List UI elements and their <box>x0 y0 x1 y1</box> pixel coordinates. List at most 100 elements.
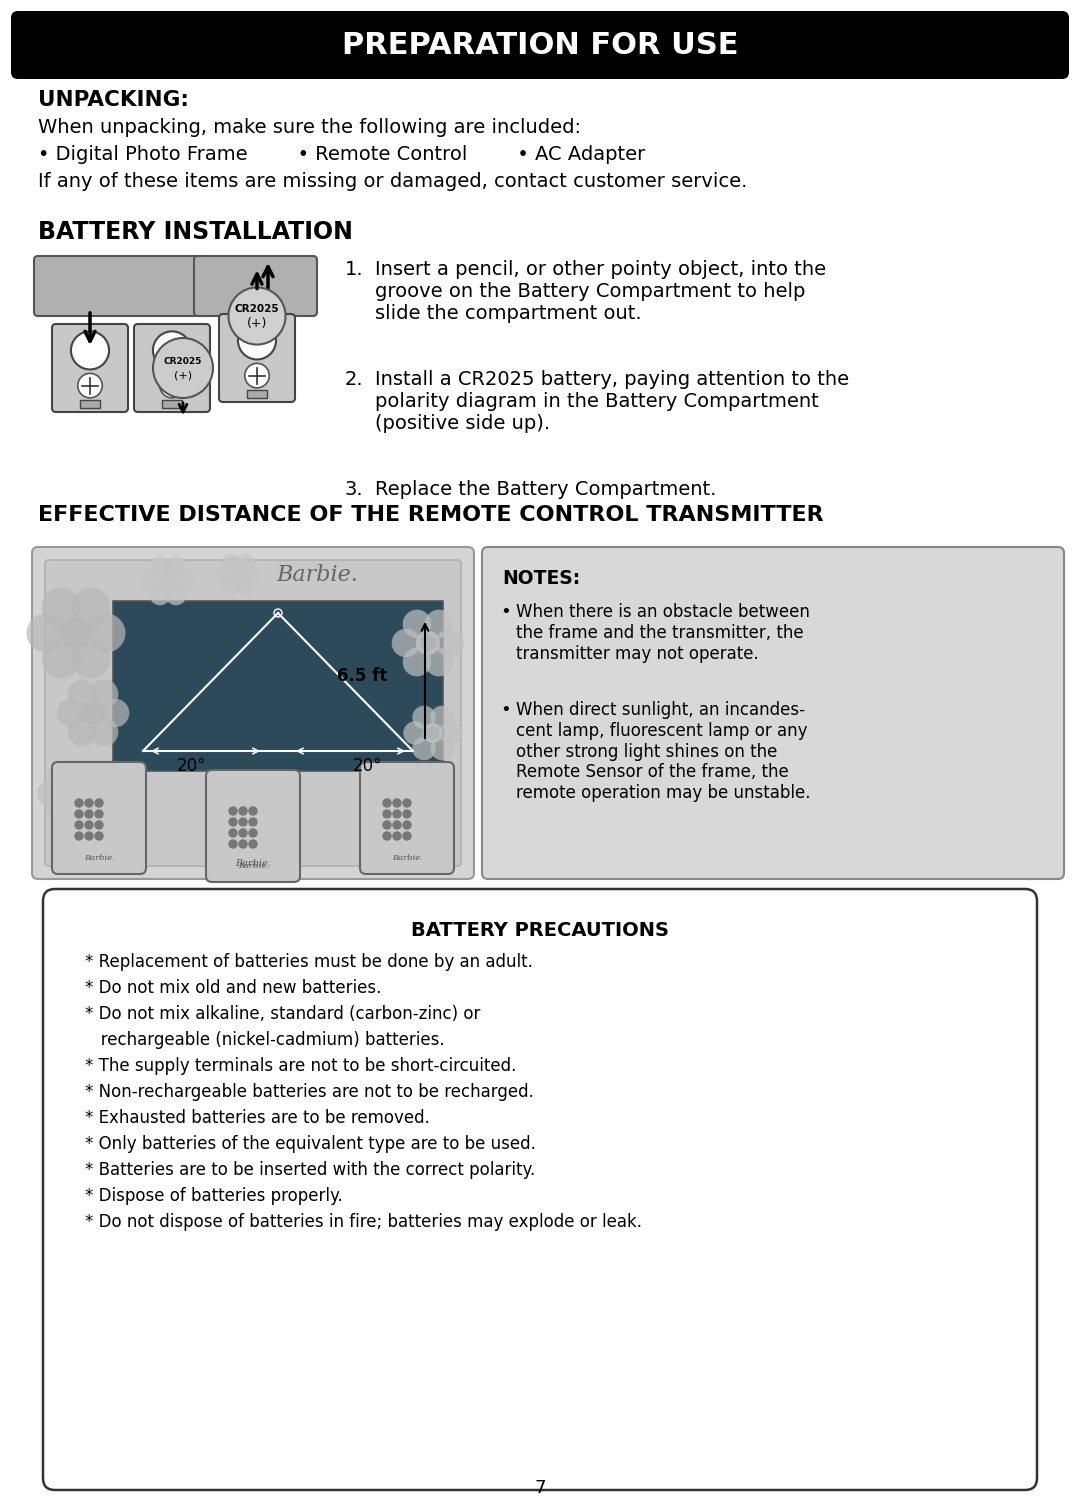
Circle shape <box>229 841 237 848</box>
Circle shape <box>413 706 435 729</box>
Circle shape <box>67 797 93 824</box>
Circle shape <box>383 832 391 841</box>
Circle shape <box>160 373 185 398</box>
Text: * Batteries are to be inserted with the correct polarity.: * Batteries are to be inserted with the … <box>85 1161 536 1179</box>
Circle shape <box>85 832 93 841</box>
Circle shape <box>85 810 93 818</box>
Circle shape <box>90 680 119 708</box>
Circle shape <box>85 798 93 807</box>
Circle shape <box>229 287 285 345</box>
Text: 1.: 1. <box>345 260 364 280</box>
Circle shape <box>235 553 254 572</box>
Circle shape <box>141 570 162 591</box>
Circle shape <box>229 829 237 838</box>
Bar <box>162 401 183 408</box>
Text: Replace the Battery Compartment.: Replace the Battery Compartment. <box>375 479 716 499</box>
FancyBboxPatch shape <box>194 256 318 316</box>
Circle shape <box>235 578 254 596</box>
Text: BATTERY INSTALLATION: BATTERY INSTALLATION <box>38 221 353 243</box>
Circle shape <box>75 798 83 807</box>
Circle shape <box>153 331 191 369</box>
Circle shape <box>435 629 464 658</box>
Circle shape <box>245 363 269 389</box>
Circle shape <box>71 331 109 369</box>
Circle shape <box>68 680 96 708</box>
Circle shape <box>165 556 187 578</box>
Circle shape <box>27 614 66 653</box>
Circle shape <box>249 829 257 838</box>
Circle shape <box>403 810 411 818</box>
Text: • Digital Photo Frame        • Remote Control        • AC Adapter: • Digital Photo Frame • Remote Control •… <box>38 145 645 163</box>
Circle shape <box>243 565 261 584</box>
Text: If any of these items are missing or damaged, contact customer service.: If any of these items are missing or dam… <box>38 172 747 191</box>
Text: CR2025: CR2025 <box>234 304 280 314</box>
Circle shape <box>86 614 125 653</box>
Text: Barbie.: Barbie. <box>276 564 359 587</box>
Circle shape <box>75 832 83 841</box>
Circle shape <box>229 818 237 826</box>
Circle shape <box>95 798 103 807</box>
Circle shape <box>393 798 401 807</box>
Circle shape <box>159 572 177 590</box>
Circle shape <box>403 721 427 745</box>
Circle shape <box>239 818 247 826</box>
Circle shape <box>95 832 103 841</box>
Text: Barbie.: Barbie. <box>392 854 422 862</box>
FancyBboxPatch shape <box>11 11 1069 79</box>
Text: 2.: 2. <box>345 370 364 389</box>
Circle shape <box>392 629 420 658</box>
Text: EFFECTIVE DISTANCE OF THE REMOTE CONTROL TRANSMITTER: EFFECTIVE DISTANCE OF THE REMOTE CONTROL… <box>38 505 824 525</box>
Circle shape <box>423 723 443 742</box>
Text: When there is an obstacle between
the frame and the transmitter, the
transmitter: When there is an obstacle between the fr… <box>516 603 810 662</box>
FancyBboxPatch shape <box>52 324 129 411</box>
Circle shape <box>41 640 81 679</box>
Circle shape <box>424 609 454 638</box>
Circle shape <box>153 339 213 398</box>
Circle shape <box>249 807 257 815</box>
Circle shape <box>430 736 454 761</box>
Text: Insert a pencil, or other pointy object, into the
groove on the Battery Compartm: Insert a pencil, or other pointy object,… <box>375 260 826 324</box>
Text: * Dispose of batteries properly.: * Dispose of batteries properly. <box>85 1187 342 1205</box>
FancyBboxPatch shape <box>43 889 1037 1489</box>
Circle shape <box>416 631 441 655</box>
FancyBboxPatch shape <box>32 547 474 878</box>
Text: 20°: 20° <box>353 758 382 776</box>
Circle shape <box>48 762 73 789</box>
Circle shape <box>174 570 194 591</box>
Circle shape <box>440 721 462 745</box>
Text: When unpacking, make sure the following are included:: When unpacking, make sure the following … <box>38 118 581 138</box>
Bar <box>80 401 100 408</box>
Circle shape <box>57 699 85 727</box>
Text: Barbie.: Barbie. <box>235 859 271 868</box>
Text: rechargeable (nickel-cadmium) batteries.: rechargeable (nickel-cadmium) batteries. <box>85 1031 445 1049</box>
Circle shape <box>100 699 130 727</box>
Circle shape <box>85 821 93 829</box>
Circle shape <box>165 585 187 605</box>
Text: * The supply terminals are not to be short-circuited.: * The supply terminals are not to be sho… <box>85 1057 516 1075</box>
Text: 20°: 20° <box>176 758 206 776</box>
Circle shape <box>383 821 391 829</box>
Text: UNPACKING:: UNPACKING: <box>38 91 189 110</box>
FancyBboxPatch shape <box>45 559 461 866</box>
Text: * Exhausted batteries are to be removed.: * Exhausted batteries are to be removed. <box>85 1108 430 1126</box>
Text: * Do not mix old and new batteries.: * Do not mix old and new batteries. <box>85 978 381 996</box>
Circle shape <box>41 588 81 626</box>
Circle shape <box>95 810 103 818</box>
Circle shape <box>393 832 401 841</box>
Circle shape <box>59 782 81 804</box>
Text: CR2025: CR2025 <box>164 357 202 366</box>
Text: 3.: 3. <box>345 479 364 499</box>
FancyBboxPatch shape <box>33 256 207 316</box>
Circle shape <box>68 718 96 747</box>
Circle shape <box>150 585 171 605</box>
Circle shape <box>75 821 83 829</box>
Circle shape <box>239 829 247 838</box>
Circle shape <box>239 841 247 848</box>
Circle shape <box>221 553 240 572</box>
FancyBboxPatch shape <box>482 547 1064 878</box>
FancyBboxPatch shape <box>52 762 146 874</box>
Text: Barbie.: Barbie. <box>83 854 114 862</box>
Circle shape <box>230 567 246 582</box>
Text: * Do not dispose of batteries in fire; batteries may explode or leak.: * Do not dispose of batteries in fire; b… <box>85 1213 642 1231</box>
Bar <box>113 600 443 771</box>
